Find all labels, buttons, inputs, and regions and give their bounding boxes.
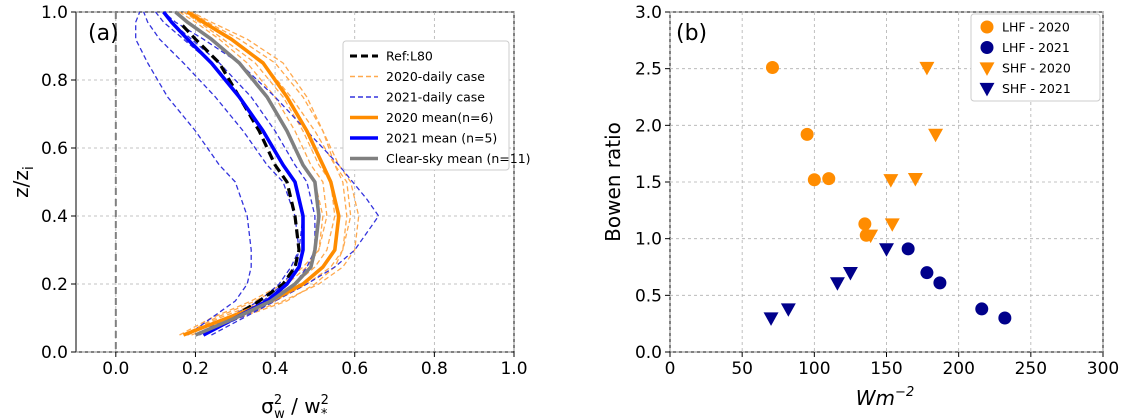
panel-a-xlabel-sub2: * [321, 407, 328, 420]
panel-b: 0 50 100 150 200 250 300 0.0 0.5 1.0 1.5 2.0 2.5 3.0… [601, 3, 1119, 410]
series-line-daily2021 [155, 11, 304, 336]
panel-b-x-tick-label: 300 [1087, 359, 1119, 379]
series-line-daily2020 [191, 11, 348, 336]
legend-a-label: Clear-sky mean (n=11) [386, 151, 531, 166]
panel-b-label: (b) [676, 21, 707, 46]
panel-a: 0.0 0.2 0.4 0.6 0.8 1.0 0.0 0.2 0.4 0.6 0.8 1.0 (a… [9, 3, 531, 420]
legend-b-marker [979, 62, 995, 76]
panel-b-xlabel-sup: −2 [895, 385, 914, 400]
panel-a-legend: Ref:L80 2020-daily case 2021-daily case 202… [342, 40, 531, 171]
panel-a-x-tick-label: 1.0 [500, 359, 527, 379]
legend-b-marker [980, 41, 994, 54]
panel-a-xlabel-sup2: 2 [321, 393, 329, 408]
data-point-lhf-2021 [920, 266, 934, 280]
legend-b-label: SHF - 2021 [1002, 81, 1071, 96]
series-line-daily2020 [179, 11, 328, 336]
data-point-shf-2020 [928, 128, 944, 143]
panel-b-y-tick-label: 1.5 [635, 173, 662, 193]
legend-b-label: LHF - 2021 [1002, 40, 1070, 55]
panel-a-y-tick-label: 0.8 [41, 71, 68, 91]
legend-b-label: SHF - 2020 [1002, 61, 1071, 76]
legend-a-label: 2021-daily case [386, 90, 485, 105]
panel-a-label: (a) [88, 21, 119, 46]
panel-b-xlabel: Wm−2 [856, 385, 914, 410]
data-point-lhf-2020 [822, 172, 836, 186]
panel-b-x-tick-label: 250 [1015, 359, 1047, 379]
panel-a-y-tick-label: 0.0 [41, 343, 68, 363]
data-point-shf-2021 [763, 312, 779, 326]
panel-a-x-tick-label: 0.8 [421, 359, 448, 379]
panel-a-legend-box [342, 40, 510, 171]
panel-b-x-tick-label: 50 [731, 359, 753, 379]
panel-a-y-tick-label: 0.4 [41, 207, 68, 227]
series-line-daily2020 [191, 11, 360, 336]
panel-a-y-tick-label: 1.0 [41, 3, 68, 23]
series-line-ref [178, 21, 301, 320]
panel-a-x-tick-label: 0.2 [182, 359, 209, 379]
series-line-daily2021 [143, 11, 300, 336]
series-line-daily2021 [163, 11, 380, 336]
panel-a-ylabel-subscript: i [21, 166, 37, 170]
panel-a-xlabel-mid: / w [285, 394, 321, 418]
legend-a-label: Ref:L80 [386, 49, 433, 64]
legend-b-label: LHF - 2020 [1002, 20, 1070, 35]
data-point-shf-2021 [879, 243, 894, 257]
legend-b-marker [980, 20, 994, 34]
data-point-lhf-2021 [933, 276, 947, 290]
panel-a-xlabel-sup: 2 [274, 393, 282, 408]
data-point-lhf-2021 [998, 311, 1012, 325]
panel-b-y-tick-label: 3.0 [635, 3, 662, 23]
panel-a-x-ticks: 0.0 0.2 0.4 0.6 0.8 1.0 [102, 352, 528, 379]
panel-b-y-tick-label: 0.0 [635, 343, 662, 363]
panel-b-y-tick-label: 1.0 [635, 230, 662, 250]
panel-b-x-tick-label: 0 [665, 359, 676, 379]
data-point-shf-2020 [883, 174, 899, 188]
panel-b-ylabel: Bowen ratio [601, 122, 625, 242]
data-point-lhf-2020 [807, 173, 821, 187]
data-point-lhf-2020 [765, 61, 779, 75]
series-line-daily2021 [135, 11, 252, 336]
data-point-lhf-2020 [858, 217, 872, 231]
panel-b-x-tick-label: 200 [942, 359, 974, 379]
data-point-lhf-2020 [800, 127, 814, 141]
panel-a-xlabel-sub: w [274, 407, 285, 420]
data-point-shf-2021 [780, 303, 796, 317]
panel-a-series [135, 10, 380, 337]
data-point-shf-2021 [842, 267, 858, 281]
panel-a-x-tick-label: 0.4 [262, 359, 289, 379]
legend-a-label: 2020 mean(n=6) [386, 110, 493, 125]
panel-b-x-tick-label: 100 [798, 359, 830, 379]
panel-a-ylabel: z/zi [9, 166, 37, 198]
panel-a-y-ticks: 0.0 0.2 0.4 0.6 0.8 1.0 [41, 3, 76, 363]
panel-b-y-tick-label: 2.5 [635, 60, 662, 80]
panel-b-x-tick-label: 150 [870, 359, 902, 379]
panel-b-series [763, 61, 1012, 326]
legend-b-marker [979, 82, 995, 97]
panel-b-legend: LHF - 2020 LHF - 2021 SHF - 2020 SHF - 2021 [970, 13, 1101, 102]
legend-a-label: 2020-daily case [386, 69, 485, 84]
series-line-mean2021 [162, 10, 305, 337]
data-point-shf-2020 [919, 61, 935, 76]
data-point-shf-2021 [829, 277, 845, 291]
series-line-meanClear [174, 10, 321, 337]
data-point-shf-2020 [884, 218, 900, 232]
panel-b-y-tick-label: 0.5 [635, 286, 662, 306]
legend-a-label: 2021 mean (n=5) [386, 131, 497, 146]
panel-a-y-tick-label: 0.6 [41, 139, 68, 159]
data-point-shf-2020 [863, 229, 879, 244]
panel-b-legend-box [970, 13, 1101, 102]
data-point-lhf-2021 [975, 302, 989, 316]
panel-a-xlabel: σ2 w / w2 * [261, 393, 329, 420]
panel-a-y-tick-label: 0.2 [41, 275, 68, 295]
panel-a-x-tick-label: 0.6 [341, 359, 368, 379]
data-point-lhf-2021 [901, 242, 915, 256]
panel-a-x-tick-label: 0.0 [102, 359, 129, 379]
panel-b-x-ticks: 0 50 100 150 200 250 300 [665, 352, 1119, 379]
panel-b-y-ticks: 0.0 0.5 1.0 1.5 2.0 2.5 3.0 [635, 3, 670, 363]
panel-b-y-tick-label: 2.0 [635, 116, 662, 136]
data-point-shf-2020 [907, 172, 923, 187]
